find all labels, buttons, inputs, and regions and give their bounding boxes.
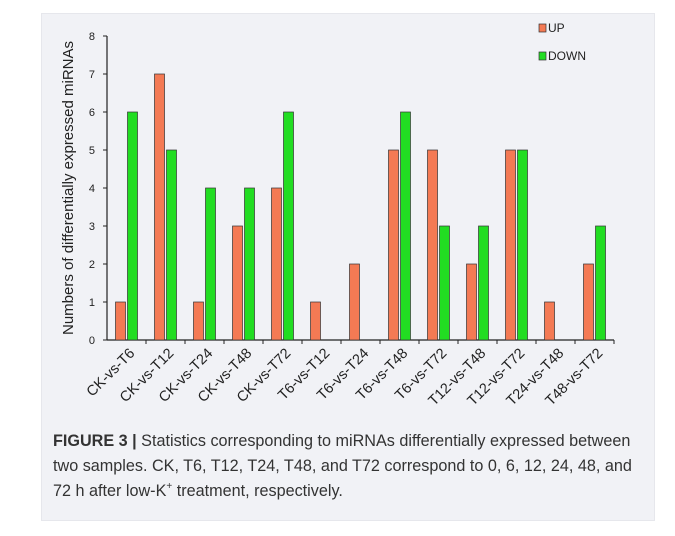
- caption-text: Statistics corresponding to miRNAs diffe…: [53, 432, 632, 500]
- down-bar: [283, 111, 294, 341]
- up-legend-swatch: [538, 23, 547, 33]
- up-bar: [154, 73, 165, 341]
- figure-panel: [41, 13, 655, 521]
- y-tick-label: 6: [89, 107, 95, 119]
- up-bar: [466, 263, 477, 341]
- bar-chart: 0 1 2 3 4 5 6 7 8 Numbers of differentially expre…: [60, 21, 615, 409]
- down-bar: [244, 187, 255, 341]
- down-bar: [595, 225, 606, 341]
- down-legend-label: DOWN: [548, 49, 586, 63]
- up-bar: [544, 301, 555, 341]
- up-bar: [583, 263, 594, 341]
- down-bar: [205, 187, 216, 341]
- up-bar: [349, 263, 360, 341]
- up-bar: [271, 187, 282, 341]
- up-bar: [427, 149, 438, 341]
- down-legend-swatch: [538, 51, 547, 61]
- down-bar: [517, 149, 528, 341]
- up-bar: [193, 301, 204, 341]
- figure-caption: FIGURE 3 | Statistics corresponding to m…: [53, 429, 643, 504]
- up-bar: [115, 301, 126, 341]
- down-bar: [478, 225, 489, 341]
- down-bar: [439, 225, 450, 341]
- up-bar: [388, 149, 399, 341]
- y-tick-label: 8: [89, 31, 95, 43]
- up-bar: [310, 301, 321, 341]
- down-bar: [400, 111, 411, 341]
- caption-text-end: treatment, respectively.: [172, 482, 343, 500]
- up-bar: [232, 225, 243, 341]
- y-axis-title: Numbers of differentially expressed miRN…: [60, 41, 77, 335]
- up-legend-label: UP: [548, 21, 565, 35]
- y-tick-label: 1: [89, 297, 95, 309]
- down-bar: [127, 111, 138, 341]
- y-tick-label: 0: [89, 335, 95, 347]
- y-tick-label: 2: [89, 259, 95, 271]
- y-tick-label: 5: [89, 145, 95, 157]
- y-tick-label: 3: [89, 221, 95, 233]
- y-tick-label: 7: [89, 69, 95, 81]
- down-bar: [166, 149, 177, 341]
- figure-label: FIGURE 3 |: [53, 432, 137, 450]
- y-tick-label: 4: [89, 183, 95, 195]
- up-bar: [505, 149, 516, 341]
- caption-superscript: +: [166, 480, 173, 492]
